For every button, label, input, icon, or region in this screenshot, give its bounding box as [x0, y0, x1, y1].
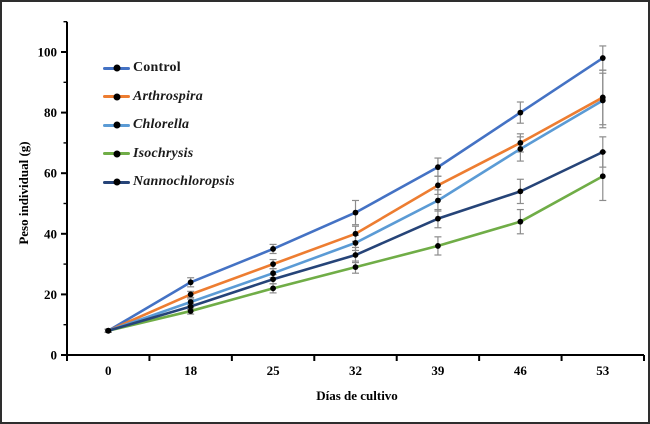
y-axis-title: Peso individual (g) — [16, 141, 31, 245]
legend-item-arthrospira: Arthrospira — [103, 83, 235, 112]
legend-label: Control — [133, 60, 181, 76]
x-tick-label: 18 — [184, 363, 198, 378]
legend-label: Chlorella — [133, 117, 190, 133]
legend-item-control: Control — [103, 54, 235, 83]
series-markers-chlorella — [105, 97, 606, 334]
legend-item-nannochloropsis: Nannochloropsis — [103, 168, 235, 197]
x-tick-label: 39 — [431, 363, 445, 378]
series-markers-arthrospira — [105, 94, 606, 334]
x-tick-label: 25 — [267, 363, 281, 378]
y-tick-label: 60 — [44, 166, 57, 181]
x-tick-label: 0 — [105, 363, 112, 378]
legend-item-isochrysis: Isochrysis — [103, 140, 235, 169]
x-tick-label: 53 — [596, 363, 610, 378]
legend-marker-dot — [113, 93, 120, 101]
legend-marker-dot — [113, 150, 120, 158]
legend-label: Nannochloropsis — [133, 174, 235, 190]
legend-swatch-arthrospira — [103, 93, 130, 101]
x-tick-label: 46 — [514, 363, 528, 378]
legend-swatch-nannochloropsis — [103, 178, 130, 186]
legend-swatch-isochrysis — [103, 150, 130, 158]
x-tick-label: 32 — [349, 363, 362, 378]
legend-label: Isochrysis — [133, 145, 194, 161]
legend-label: Arthrospira — [133, 88, 203, 104]
x-axis-title: Días de cultivo — [316, 388, 398, 403]
legend-item-chlorella: Chlorella — [103, 111, 235, 140]
y-tick-label: 0 — [51, 348, 58, 363]
legend-marker-dot — [113, 64, 120, 72]
y-tick-label: 80 — [44, 105, 57, 120]
legend: Control Arthrospira Chlorella Isochrysis… — [103, 54, 235, 197]
legend-marker-dot — [113, 121, 120, 129]
legend-swatch-chlorella — [103, 121, 130, 129]
legend-swatch-control — [103, 64, 130, 72]
series-markers-nannochloropsis — [105, 149, 606, 334]
legend-marker-dot — [113, 178, 120, 186]
y-tick-label: 40 — [44, 226, 57, 241]
y-tick-label: 100 — [38, 45, 58, 60]
y-tick-label: 20 — [44, 287, 57, 302]
